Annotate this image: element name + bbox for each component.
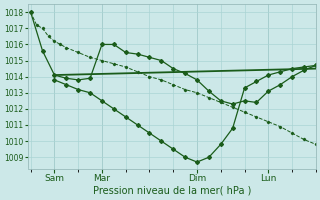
X-axis label: Pression niveau de la mer( hPa ): Pression niveau de la mer( hPa ) xyxy=(92,186,251,196)
